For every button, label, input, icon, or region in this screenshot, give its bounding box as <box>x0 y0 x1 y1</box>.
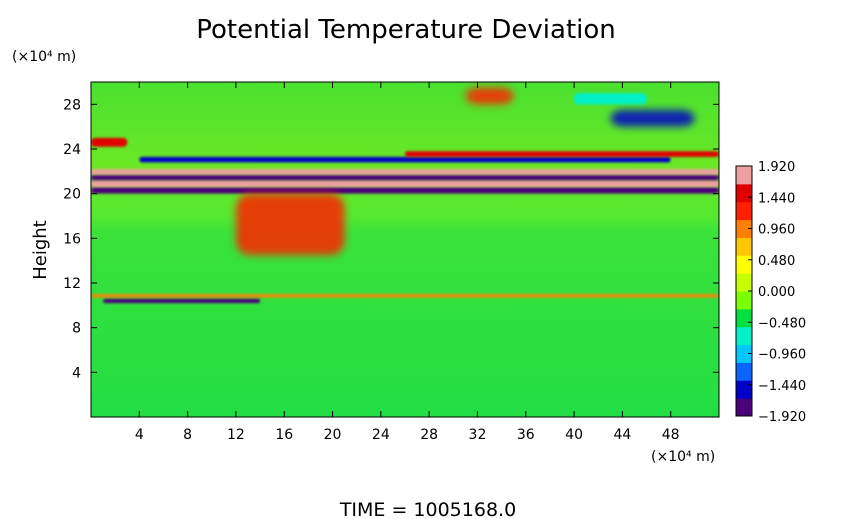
x-tick-label: 28 <box>420 427 438 443</box>
colorbar-tick-label: 1.920 <box>758 160 795 175</box>
y-tick-label: 28 <box>63 97 81 113</box>
y-axis: 4 8 12 16 20 24 28 <box>63 97 719 381</box>
colorbar-segment <box>736 308 752 328</box>
colorbar-tick-label: 0.000 <box>758 285 795 300</box>
field-feature-10 <box>103 298 261 304</box>
colorbar-segment <box>736 201 752 221</box>
colorbar-segment <box>736 344 752 363</box>
colorbar-segment <box>736 362 752 381</box>
colorbar-tick-label: 0.480 <box>758 254 795 269</box>
y-tick-label: 4 <box>72 365 81 381</box>
plot-frame <box>90 81 720 418</box>
colorbar-segment <box>736 273 752 292</box>
x-tick-label: 16 <box>275 427 293 443</box>
field-feature-1 <box>91 180 719 187</box>
colorbar-tick-label: 0.960 <box>758 223 795 238</box>
plot-area <box>90 81 720 418</box>
y-tick-label: 24 <box>63 142 81 158</box>
colorbar-tick-label: −1.920 <box>758 410 806 425</box>
colorbar-segment <box>736 183 752 203</box>
colorbar-segment <box>736 219 752 238</box>
field-feature-4 <box>139 156 671 163</box>
colorbar-segment <box>736 380 752 399</box>
colorbar-tick-label: −1.440 <box>758 379 806 394</box>
chart-title: Potential Temperature Deviation <box>196 15 616 45</box>
field-feature-5 <box>405 151 719 157</box>
plot-background <box>91 82 719 417</box>
colorbar-segment <box>736 237 752 256</box>
colorbar-tick-label: −0.480 <box>758 316 806 331</box>
x-tick-label: 20 <box>324 427 342 443</box>
field-feature-7 <box>610 109 695 127</box>
y-axis-label: Height <box>30 220 51 280</box>
y-tick-label: 20 <box>63 187 81 203</box>
colorbar-segment <box>736 398 752 417</box>
colorbar-tick-label: −0.960 <box>758 348 806 363</box>
field-feature-8 <box>574 93 647 105</box>
colorbar-segment <box>736 166 752 185</box>
colorbar-tick-label: 1.440 <box>758 191 795 206</box>
x-tick-label: 8 <box>183 427 192 443</box>
field-features <box>91 87 719 304</box>
x-tick-label: 24 <box>372 427 390 443</box>
colorbar-segment <box>736 291 752 310</box>
x-tick-label: 32 <box>469 427 487 443</box>
colorbar-segment <box>736 326 752 346</box>
y-tick-label: 12 <box>63 276 81 292</box>
x-tick-label: 48 <box>662 427 680 443</box>
field-feature-11 <box>91 294 719 298</box>
x-tick-label: 4 <box>135 427 144 443</box>
colorbar-segment <box>736 255 752 274</box>
x-tick-label: 36 <box>517 427 535 443</box>
field-feature-6 <box>465 87 514 105</box>
x-tick-label: 40 <box>565 427 583 443</box>
y-tick-label: 8 <box>72 321 81 337</box>
x-tick-label: 12 <box>227 427 245 443</box>
y-unit-label: (×10⁴ m) <box>12 49 76 65</box>
field-feature-2 <box>91 174 719 181</box>
x-axis: 4 8 12 16 20 24 28 32 36 40 44 48 <box>135 82 680 443</box>
colorbar: 1.920 1.440 0.960 0.480 0.000 −0.480 −0.960 −1.… <box>735 160 806 425</box>
field-feature-0 <box>91 186 719 194</box>
field-feature-9 <box>235 193 345 256</box>
time-footer: TIME = 1005168.0 <box>339 499 516 519</box>
field-feature-12 <box>91 137 128 147</box>
y-tick-label: 16 <box>63 231 81 247</box>
x-unit-label: (×10⁴ m) <box>651 449 715 465</box>
x-tick-label: 44 <box>613 427 631 443</box>
field-feature-3 <box>91 169 719 175</box>
